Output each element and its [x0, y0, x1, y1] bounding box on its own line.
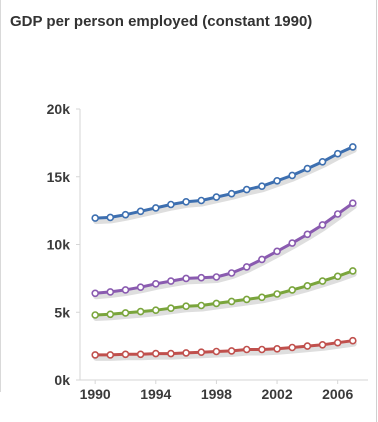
data-point[interactable] [258, 182, 266, 190]
y-tick-label: 15k [47, 169, 71, 185]
data-point[interactable] [242, 263, 251, 271]
data-point[interactable] [136, 307, 145, 316]
x-tick-label: 2002 [261, 386, 292, 402]
data-point[interactable] [227, 189, 236, 198]
data-point[interactable] [121, 286, 130, 294]
data-point[interactable] [242, 295, 251, 304]
data-point[interactable] [182, 198, 190, 206]
data-point[interactable] [197, 196, 206, 205]
data-point[interactable] [273, 177, 281, 185]
data-point[interactable] [121, 210, 130, 219]
data-point[interactable] [348, 199, 357, 207]
data-point[interactable] [91, 289, 99, 298]
data-point[interactable] [303, 281, 312, 290]
data-point[interactable] [288, 239, 297, 247]
panel-left-border [0, 0, 1, 392]
data-point[interactable] [288, 171, 297, 180]
data-point[interactable] [318, 221, 327, 229]
data-point[interactable] [348, 336, 357, 345]
x-tick-label: 1998 [201, 386, 232, 402]
data-point[interactable] [303, 230, 312, 239]
data-point[interactable] [333, 338, 342, 347]
data-point[interactable] [197, 273, 206, 282]
data-point[interactable] [152, 204, 160, 212]
data-point[interactable] [152, 279, 160, 288]
data-point[interactable] [212, 299, 221, 308]
data-point[interactable] [197, 348, 206, 357]
data-point[interactable] [333, 149, 342, 158]
y-tick-label: 0k [54, 372, 70, 388]
chart-title: GDP per person employed (constant 1990) [10, 13, 313, 30]
data-point[interactable] [258, 345, 266, 354]
data-point[interactable] [167, 277, 175, 285]
data-point[interactable] [167, 349, 175, 358]
data-point[interactable] [121, 309, 130, 317]
data-point[interactable] [227, 297, 236, 306]
data-point[interactable] [136, 350, 145, 359]
data-point[interactable] [348, 267, 357, 275]
data-point[interactable] [333, 272, 342, 281]
data-point[interactable] [212, 193, 221, 201]
data-point[interactable] [182, 274, 190, 283]
data-point[interactable] [106, 213, 115, 222]
x-tick-label: 2006 [322, 386, 353, 402]
series-line-shadow [93, 146, 357, 225]
data-point[interactable] [106, 288, 115, 296]
data-point[interactable] [227, 269, 236, 277]
y-tick-label: 20k [47, 101, 71, 117]
data-point[interactable] [136, 283, 145, 292]
data-point[interactable] [318, 277, 327, 285]
data-point[interactable] [273, 290, 281, 298]
data-point[interactable] [212, 347, 221, 356]
data-point[interactable] [273, 247, 281, 256]
data-point[interactable] [91, 351, 99, 359]
data-point[interactable] [303, 342, 312, 350]
data-point[interactable] [197, 301, 206, 310]
data-point[interactable] [288, 286, 297, 294]
y-tick-label: 5k [54, 304, 70, 320]
y-tick-label: 10k [47, 237, 71, 253]
data-point[interactable] [273, 344, 281, 353]
data-point[interactable] [348, 143, 357, 151]
data-point[interactable] [106, 310, 115, 319]
data-point[interactable] [167, 304, 175, 313]
data-point[interactable] [303, 164, 312, 173]
data-point[interactable] [333, 210, 342, 218]
data-point[interactable] [318, 340, 327, 349]
data-point[interactable] [288, 343, 297, 352]
data-point[interactable] [152, 306, 160, 315]
data-point[interactable] [258, 255, 266, 264]
data-point[interactable] [318, 158, 327, 166]
data-point[interactable] [121, 350, 130, 359]
x-tick-label: 1994 [140, 386, 171, 402]
data-point[interactable] [91, 311, 99, 319]
data-point[interactable] [152, 349, 160, 358]
data-point[interactable] [182, 349, 190, 357]
x-tick-label: 1990 [80, 386, 111, 402]
panel-right-border [376, 0, 377, 422]
data-point[interactable] [182, 302, 190, 311]
data-point[interactable] [242, 185, 251, 194]
data-point[interactable] [167, 200, 175, 209]
data-point[interactable] [212, 273, 221, 281]
data-point[interactable] [258, 293, 266, 302]
data-point[interactable] [136, 207, 145, 216]
data-point[interactable] [227, 347, 236, 355]
data-point[interactable] [106, 351, 115, 359]
series-line [93, 145, 355, 220]
data-point[interactable] [242, 345, 251, 354]
data-point[interactable] [91, 214, 99, 222]
